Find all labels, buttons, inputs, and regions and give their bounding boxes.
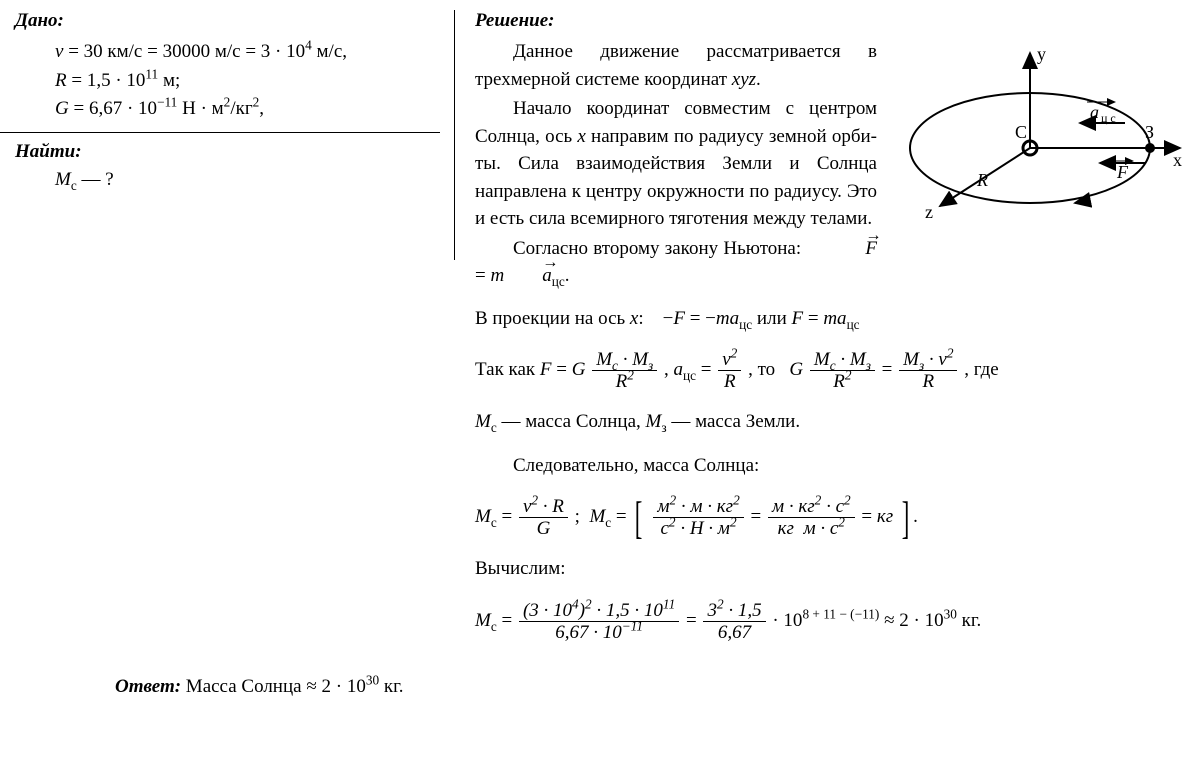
orbit-diagram: y x z C R З a ц с F — [885, 38, 1185, 238]
answer-row: Ответ: Масса Солнца ≈ 2 · 1030 кг. — [15, 676, 1185, 698]
svg-text:ц с: ц с — [1101, 111, 1116, 125]
solution-para-3: Согласно второму закону Ньютона: F = maц… — [475, 235, 1185, 290]
svg-text:z: z — [925, 202, 933, 222]
svg-text:R: R — [976, 170, 988, 190]
svg-text:x: x — [1173, 150, 1182, 170]
svg-text:y: y — [1037, 44, 1046, 64]
mc-formula-line: Mс = v2 · RG ; Mс = [ м2 · м · кг2с2 · Н… — [475, 497, 1185, 538]
given-line-2: R = 1,5 · 1011 м; — [55, 67, 434, 96]
given-line-1: v = 30 км/с = 30000 м/с = 3 · 104 м/с, — [55, 38, 434, 67]
right-column: Решение: y x z C R — [455, 10, 1185, 656]
answer-title: Ответ: — [115, 676, 181, 697]
given-title: Дано: — [15, 10, 434, 32]
since-line: Так как F = G Mс · MзR2 , aцс = v2R , то… — [475, 350, 1185, 391]
given-line-3: G = 6,67 · 10−11 Н · м2/кг2, — [55, 95, 434, 124]
svg-text:a: a — [1090, 102, 1099, 122]
given-block: v = 30 км/с = 30000 м/с = 3 · 104 м/с, R… — [15, 38, 434, 124]
masses-line: Mс — масса Солнца, Mз — масса Земли. — [475, 405, 1185, 439]
svg-text:F: F — [1116, 162, 1129, 182]
main-columns: Дано: v = 30 км/с = 30000 м/с = 3 · 104 … — [15, 10, 1185, 656]
find-title: Найти: — [15, 141, 434, 163]
divider-line — [0, 132, 440, 133]
therefore-line: Следовательно, масса Солнца: — [475, 449, 1185, 483]
svg-text:З: З — [1145, 122, 1154, 142]
find-line: Mс — ? — [55, 169, 434, 191]
projection-line: В проекции на ось x: −F = −maцс или F = … — [475, 302, 1185, 336]
svg-text:C: C — [1015, 122, 1027, 142]
calc-line: Mс = (3 · 104)2 · 1,5 · 10116,67 · 10−11… — [475, 601, 1185, 642]
solution-title: Решение: — [475, 10, 1185, 32]
calc-title: Вычислим: — [475, 552, 1185, 586]
find-block: Mс — ? — [15, 169, 434, 191]
answer-text: Масса Солнца ≈ 2 · 1030 кг. — [186, 676, 404, 697]
left-column: Дано: v = 30 км/с = 30000 м/с = 3 · 104 … — [15, 10, 455, 260]
